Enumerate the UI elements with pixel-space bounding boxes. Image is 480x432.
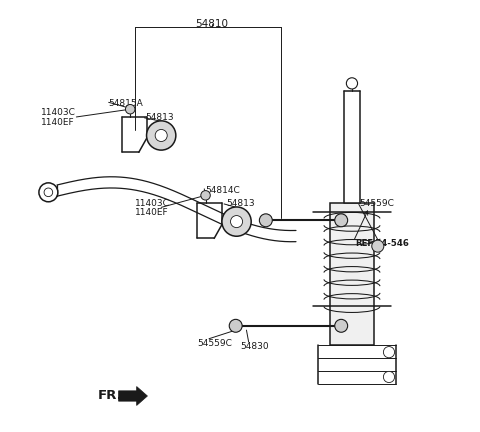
Text: 54559C: 54559C bbox=[197, 339, 232, 347]
Text: 54830: 54830 bbox=[240, 342, 269, 350]
Text: 54813: 54813 bbox=[145, 113, 174, 122]
Circle shape bbox=[347, 78, 358, 89]
Text: 54814C: 54814C bbox=[205, 186, 240, 195]
Circle shape bbox=[384, 372, 395, 383]
Circle shape bbox=[146, 121, 176, 150]
Text: FR.: FR. bbox=[98, 390, 123, 403]
Text: 1140EF: 1140EF bbox=[41, 118, 75, 127]
Text: 54810: 54810 bbox=[195, 19, 228, 29]
Text: REF.54-546: REF.54-546 bbox=[355, 239, 409, 248]
Circle shape bbox=[155, 130, 167, 142]
Polygon shape bbox=[119, 387, 147, 406]
Circle shape bbox=[372, 240, 384, 252]
Circle shape bbox=[125, 105, 135, 114]
Text: 11403C: 11403C bbox=[41, 108, 76, 117]
Circle shape bbox=[230, 216, 242, 228]
Text: 54559C: 54559C bbox=[360, 199, 395, 208]
Text: 54815A: 54815A bbox=[108, 98, 144, 108]
Circle shape bbox=[384, 346, 395, 358]
Text: 54813: 54813 bbox=[226, 200, 255, 209]
Circle shape bbox=[335, 319, 348, 332]
FancyBboxPatch shape bbox=[330, 203, 374, 345]
Text: 1140EF: 1140EF bbox=[134, 208, 168, 217]
Circle shape bbox=[44, 188, 53, 197]
Circle shape bbox=[259, 214, 272, 227]
Circle shape bbox=[222, 207, 251, 236]
Text: 11403C: 11403C bbox=[134, 199, 169, 208]
Circle shape bbox=[335, 214, 348, 227]
Circle shape bbox=[201, 191, 210, 200]
Circle shape bbox=[39, 183, 58, 202]
Circle shape bbox=[229, 319, 242, 332]
